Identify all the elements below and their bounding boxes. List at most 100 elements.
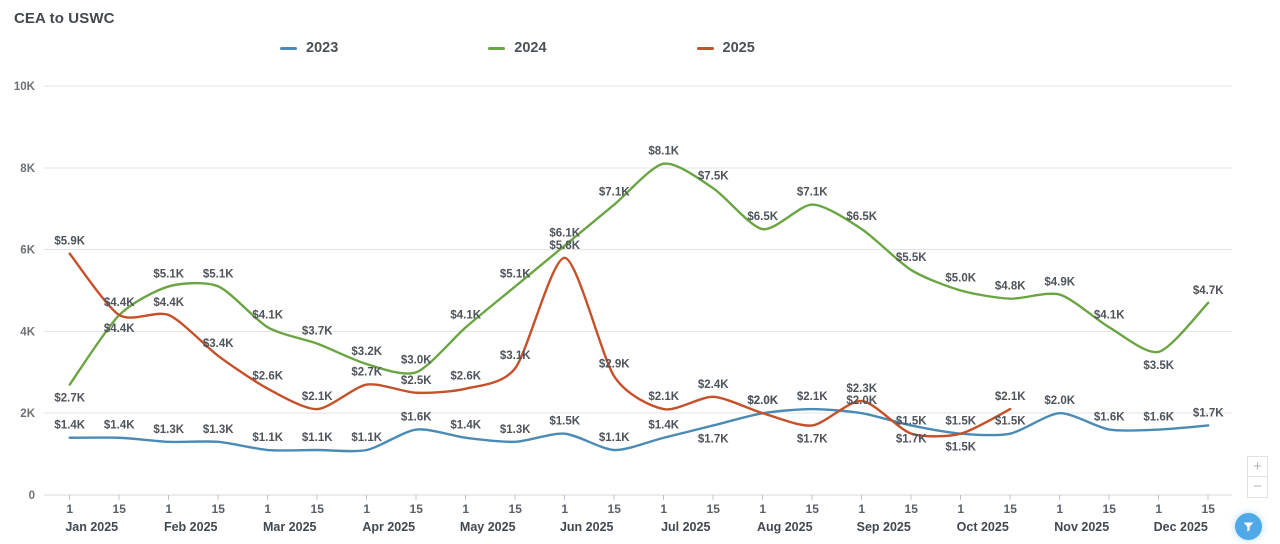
legend-item-2023[interactable]: 2023 bbox=[280, 40, 338, 56]
data-point-label: $3.7K bbox=[302, 326, 333, 338]
y-axis-tick-label: 10K bbox=[14, 81, 36, 93]
filter-button[interactable] bbox=[1235, 513, 1262, 540]
x-axis-day-label: 1 bbox=[759, 502, 766, 516]
data-point-label: $6.1K bbox=[549, 228, 580, 240]
x-axis-day-label: 1 bbox=[66, 502, 73, 516]
data-point-label: $7.5K bbox=[698, 170, 729, 182]
data-point-label: $1.3K bbox=[500, 424, 531, 436]
data-point-label: $1.3K bbox=[153, 424, 184, 436]
data-point-label: $1.3K bbox=[203, 424, 234, 436]
data-point-label: $3.0K bbox=[401, 354, 432, 366]
data-point-label: $1.5K bbox=[945, 416, 976, 428]
x-axis-day-label: 1 bbox=[1056, 502, 1063, 516]
data-point-label: $1.5K bbox=[945, 442, 976, 454]
zoom-controls: + − bbox=[1247, 456, 1268, 498]
data-point-label: $3.4K bbox=[203, 338, 234, 350]
zoom-in-button[interactable]: + bbox=[1247, 456, 1268, 477]
x-axis-day-label: 1 bbox=[957, 502, 964, 516]
data-point-label: $1.5K bbox=[896, 416, 927, 428]
data-point-label: $4.4K bbox=[153, 297, 184, 309]
series-line-2024[interactable] bbox=[68, 162, 1210, 386]
data-point-label: $5.0K bbox=[945, 273, 976, 285]
filter-funnel-icon bbox=[1243, 522, 1254, 532]
page-title: CEA to USWC bbox=[14, 10, 115, 27]
data-point-label: $4.1K bbox=[252, 309, 283, 321]
data-point-label: $2.6K bbox=[252, 371, 283, 383]
y-axis-tick-label: 2K bbox=[20, 408, 35, 420]
data-point-label: $1.5K bbox=[995, 416, 1026, 428]
data-point-label: $2.0K bbox=[846, 395, 877, 407]
data-point-label: $4.4K bbox=[104, 323, 135, 335]
x-axis-month-label: Jul 2025 bbox=[661, 520, 710, 534]
data-point-label: $4.9K bbox=[1044, 277, 1075, 289]
series-line-2023[interactable] bbox=[68, 407, 1210, 453]
legend-label-2024: 2024 bbox=[514, 40, 547, 56]
data-point-label: $2.0K bbox=[747, 395, 778, 407]
chart-legend: 2023 2024 2025 bbox=[280, 40, 880, 56]
data-point-label: $1.1K bbox=[599, 432, 630, 444]
data-point-label: $1.7K bbox=[1193, 407, 1224, 419]
data-point-label: $7.1K bbox=[797, 187, 828, 199]
data-point-label: $8.1K bbox=[648, 146, 679, 158]
x-axis-month-label: Aug 2025 bbox=[757, 520, 813, 534]
data-point-label: $4.1K bbox=[1094, 309, 1125, 321]
legend-label-2025: 2025 bbox=[722, 40, 755, 56]
y-axis-tick-label: 0 bbox=[29, 490, 35, 502]
x-axis-month-label: Feb 2025 bbox=[164, 520, 218, 534]
legend-swatch-2023 bbox=[280, 46, 297, 50]
legend-label-2023: 2023 bbox=[306, 40, 339, 56]
series-line-2025[interactable] bbox=[68, 252, 1012, 438]
data-point-label: $2.7K bbox=[54, 393, 85, 405]
data-point-label: $1.7K bbox=[797, 433, 828, 445]
x-axis-day-label: 1 bbox=[561, 502, 568, 516]
x-axis-month-label: May 2025 bbox=[460, 520, 516, 534]
data-point-label: $1.1K bbox=[252, 432, 283, 444]
data-point-label: $1.4K bbox=[450, 420, 481, 432]
x-axis-day-label: 15 bbox=[212, 502, 226, 516]
data-point-label: $1.7K bbox=[896, 433, 927, 445]
data-point-label: $1.6K bbox=[1143, 412, 1174, 424]
x-axis-day-label: 1 bbox=[1155, 502, 1162, 516]
y-axis-tick-label: 4K bbox=[20, 326, 35, 338]
data-point-label: $2.0K bbox=[747, 395, 778, 407]
x-axis-day-label: 15 bbox=[1103, 502, 1117, 516]
zoom-out-button[interactable]: − bbox=[1247, 477, 1268, 498]
x-axis-month-label: Oct 2025 bbox=[957, 520, 1009, 534]
x-axis-month-label: Nov 2025 bbox=[1054, 520, 1109, 534]
data-point-label: $2.5K bbox=[401, 375, 432, 387]
data-point-label: $2.7K bbox=[351, 367, 382, 379]
x-axis-day-label: 15 bbox=[509, 502, 523, 516]
data-point-label: $1.7K bbox=[698, 433, 729, 445]
data-point-label: $5.9K bbox=[54, 236, 85, 248]
x-axis-day-label: 15 bbox=[806, 502, 820, 516]
legend-item-2024[interactable]: 2024 bbox=[488, 40, 547, 56]
x-axis-day-label: 1 bbox=[165, 502, 172, 516]
data-point-label: $3.1K bbox=[500, 350, 531, 362]
x-axis-month-label: Jan 2025 bbox=[65, 520, 118, 534]
x-axis-month-label: Apr 2025 bbox=[362, 520, 415, 534]
data-point-label: $2.1K bbox=[648, 391, 679, 403]
data-point-label: $6.5K bbox=[747, 211, 778, 223]
data-point-label: $1.4K bbox=[54, 420, 85, 432]
legend-swatch-2025 bbox=[696, 46, 714, 50]
data-point-label: $1.5K bbox=[549, 416, 580, 428]
data-point-label: $2.0K bbox=[1044, 395, 1075, 407]
x-axis-month-label: Dec 2025 bbox=[1154, 520, 1208, 534]
data-point-label: $6.5K bbox=[846, 211, 877, 223]
data-point-label: $2.1K bbox=[302, 391, 333, 403]
data-point-label: $5.8K bbox=[549, 240, 580, 252]
y-axis-tick-label: 8K bbox=[20, 163, 35, 175]
data-point-label: $4.4K bbox=[104, 297, 135, 309]
legend-item-2025[interactable]: 2025 bbox=[696, 40, 755, 56]
x-axis-day-label: 15 bbox=[905, 502, 919, 516]
data-point-label: $2.3K bbox=[846, 383, 877, 395]
x-axis-day-label: 1 bbox=[660, 502, 667, 516]
data-point-label: $5.1K bbox=[153, 268, 184, 280]
data-point-label: $2.1K bbox=[797, 391, 828, 403]
data-point-label: $2.4K bbox=[698, 379, 729, 391]
data-point-label: $1.1K bbox=[302, 432, 333, 444]
data-point-label: $3.2K bbox=[351, 346, 382, 358]
data-point-label: $5.1K bbox=[500, 268, 531, 280]
data-point-label: $2.9K bbox=[599, 358, 630, 370]
